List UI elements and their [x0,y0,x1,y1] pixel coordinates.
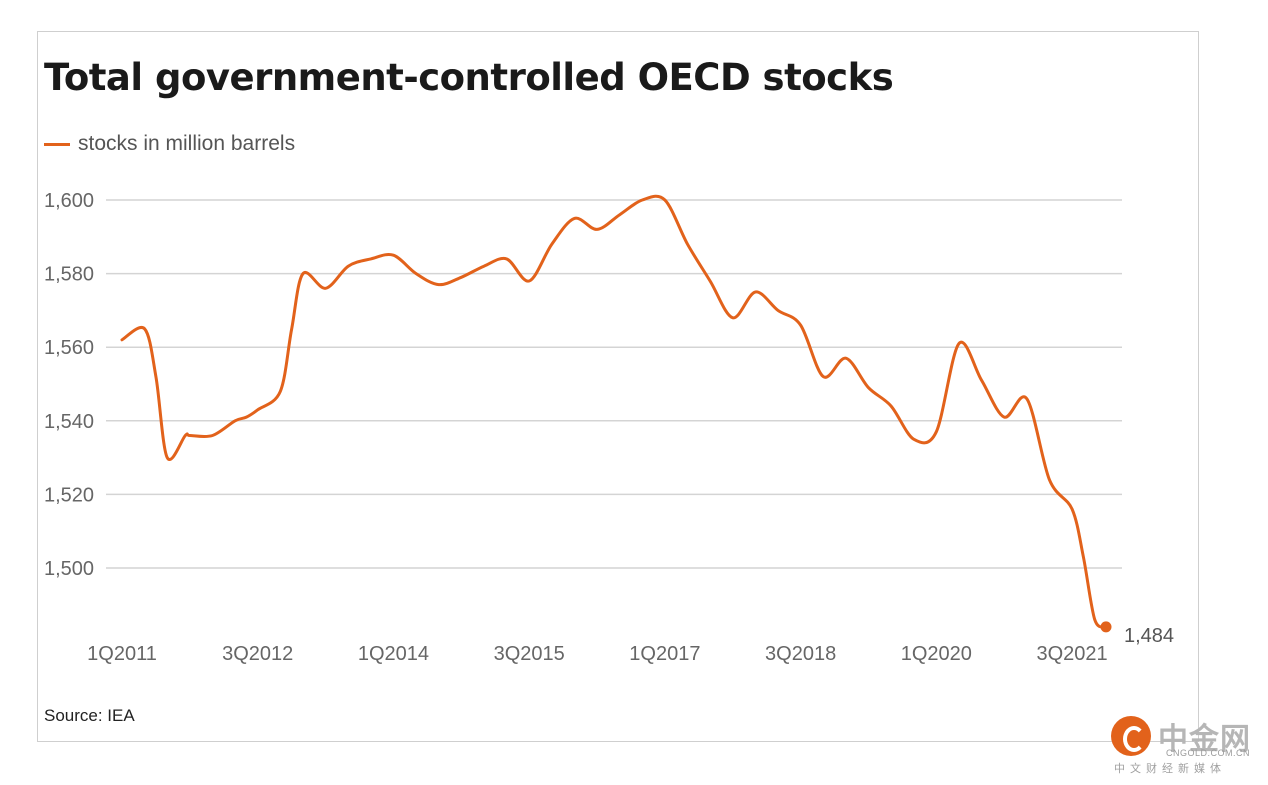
end-value-label: 1,484 [1124,625,1174,647]
chart-title: Total government-controlled OECD stocks [44,56,894,99]
x-tick-label: 3Q2021 [1036,643,1107,665]
chart-frame [37,31,1199,742]
y-axis-ticks: 1,500 1,520 1,540 1,560 1,580 1,600 [44,190,94,580]
source-note: Source: IEA [44,706,135,725]
x-tick-label: 3Q2018 [765,643,836,665]
x-axis-ticks: 1Q2011 3Q2012 1Q2014 3Q2015 1Q2017 3Q2018 1Q20… [87,643,1107,665]
logo-name: 中金网 [1158,722,1251,757]
y-tick-label: 1,540 [44,411,94,433]
y-tick-label: 1,580 [44,264,94,286]
series-line [120,194,1108,629]
end-point-marker [1100,621,1112,633]
legend: stocks in million barrels [44,131,295,157]
x-tick-label: 3Q2012 [222,643,293,665]
legend-label: stocks in million barrels [78,132,296,155]
y-tick-label: 1,500 [44,558,94,580]
x-tick-label: 1Q2020 [901,643,972,665]
gridlines [106,199,1122,569]
legend-swatch [44,142,70,146]
y-tick-label: 1,600 [44,190,94,212]
y-tick-label: 1,560 [44,337,94,359]
watermark-logo: 中金网 CNGOLD.COM.CN 中文财经新媒体 [1108,712,1258,778]
logo-domain: CNGOLD.COM.CN [1166,748,1251,758]
x-tick-label: 1Q2014 [358,643,429,665]
logo-icon [1111,716,1151,756]
logo-tagline: 中文财经新媒体 [1114,763,1226,775]
x-tick-label: 1Q2017 [629,643,700,665]
y-tick-label: 1,520 [44,484,94,506]
x-tick-label: 1Q2011 [87,643,157,665]
x-tick-label: 3Q2015 [494,643,565,665]
